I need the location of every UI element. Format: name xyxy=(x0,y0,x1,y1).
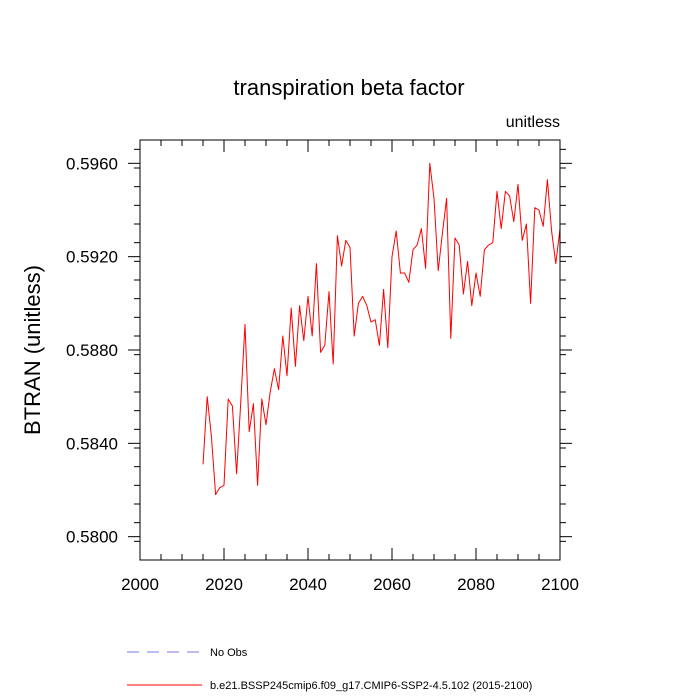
plot-frame xyxy=(139,139,561,561)
x-tick-label: 2020 xyxy=(205,575,243,594)
y-tick-label: 0.5920 xyxy=(66,248,118,267)
x-tick-label: 2100 xyxy=(541,575,579,594)
axis-ticks xyxy=(128,140,572,560)
chart-title: transpiration beta factor xyxy=(233,75,464,100)
y-tick-label: 0.5840 xyxy=(66,434,118,453)
legend-label-no-obs: No Obs xyxy=(210,647,248,659)
x-tick-label: 2000 xyxy=(121,575,159,594)
y-tick-labels: 0.5800 0.5840 0.5880 0.5920 0.5960 xyxy=(66,154,118,546)
legend-label-model-run: b.e21.BSSP245cmip6.f09_g17.CMIP6-SSP2-4.… xyxy=(210,680,532,692)
x-tick-labels: 2000 2020 2040 2060 2080 2100 xyxy=(121,575,579,594)
legend: No Obs b.e21.BSSP245cmip6.f09_g17.CMIP6-… xyxy=(127,647,532,692)
y-tick-label: 0.5880 xyxy=(66,341,118,360)
series-line-1 xyxy=(202,162,561,496)
y-tick-label: 0.5960 xyxy=(66,154,118,173)
x-tick-label: 2080 xyxy=(457,575,495,594)
x-tick-label: 2040 xyxy=(289,575,327,594)
y-tick-label: 0.5800 xyxy=(66,528,118,547)
units-label: unitless xyxy=(506,114,560,131)
x-tick-label: 2060 xyxy=(373,575,411,594)
y-axis-label: BTRAN (unitless) xyxy=(20,265,45,435)
data-series xyxy=(202,162,561,496)
